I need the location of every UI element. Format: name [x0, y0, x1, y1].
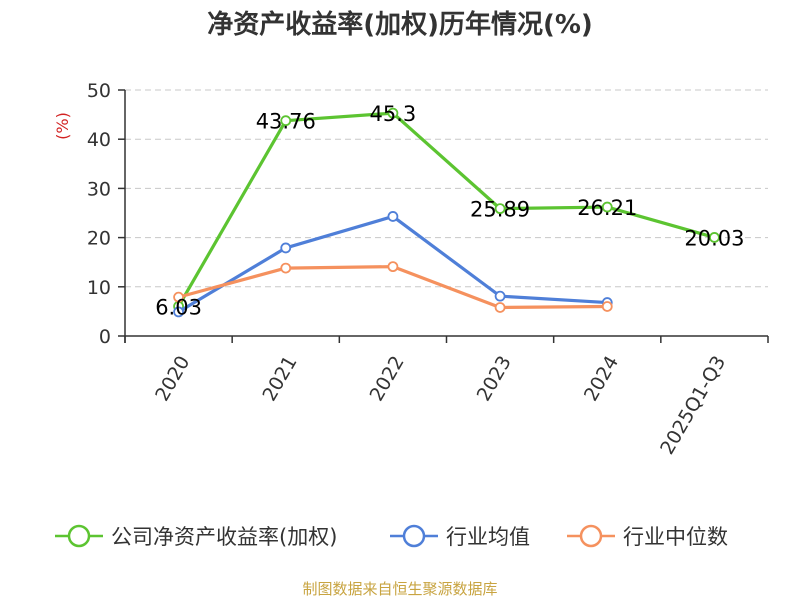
x-tick-label-0: 2020 — [151, 352, 194, 405]
legend-marker-0 — [67, 524, 91, 548]
data-label-1: 43.76 — [256, 110, 316, 134]
series-0-point-4 — [601, 201, 613, 213]
series-0-point-1 — [280, 115, 292, 127]
series-0-point-2 — [387, 107, 399, 119]
y-tick-label-2: 20 — [87, 228, 111, 250]
y-tick-label-1: 10 — [87, 277, 111, 299]
data-label-3: 25.89 — [470, 198, 530, 222]
x-tick-label-4: 2024 — [580, 352, 623, 405]
data-label-4: 26.21 — [577, 196, 637, 220]
data-label-2: 45.3 — [370, 102, 417, 126]
source-note: 制图数据来自恒生聚源数据库 — [302, 580, 497, 598]
series-1-point-2 — [387, 211, 399, 222]
legend-marker-1 — [402, 524, 426, 548]
series-2-point-1 — [280, 262, 292, 274]
data-label-5: 20.03 — [684, 226, 744, 250]
legend-label-1: 行业均值 — [446, 525, 530, 549]
series-2-point-0 — [173, 291, 184, 303]
x-tick-label-3: 2023 — [473, 352, 516, 405]
data-label-0: 6.03 — [155, 295, 202, 319]
series-1-point-3 — [494, 290, 506, 302]
axes: 0 10 20 30 40 50 2020 2021 2022 2023 2024 2025Q1-Q3 — [87, 80, 769, 458]
y-axis-label: (%) — [53, 112, 72, 140]
data-labels: 6.03 43.76 45.3 25.89 26.21 20.03 — [155, 102, 744, 319]
series-lines — [173, 107, 720, 318]
x-tick-label-2: 2022 — [366, 352, 409, 405]
y-tick-label-0: 0 — [99, 326, 111, 348]
x-tick-label-1: 2021 — [258, 352, 301, 405]
series-0-point-5 — [709, 232, 720, 243]
series-line-0 — [177, 111, 715, 308]
series-2-point-4 — [601, 301, 613, 312]
legend-marker-2 — [579, 524, 603, 548]
legend: 公司净资产收益率(加权) 行业均值 行业中位数 — [55, 524, 728, 549]
y-tick-label-4: 40 — [87, 129, 111, 151]
x-tick-label-5: 2025Q1-Q3 — [656, 352, 730, 458]
series-1-point-0 — [173, 306, 184, 318]
series-2-point-3 — [494, 302, 506, 313]
chart-title: 净资产收益率(加权)历年情况(%) — [207, 9, 593, 40]
series-0-point-3 — [494, 203, 506, 215]
legend-label-0: 公司净资产收益率(加权) — [111, 525, 337, 549]
series-1-point-1 — [280, 242, 292, 254]
y-tick-label-5: 50 — [87, 80, 111, 102]
series-2-point-2 — [387, 261, 399, 273]
legend-label-2: 行业中位数 — [623, 525, 728, 549]
y-tick-label-3: 30 — [87, 178, 111, 200]
